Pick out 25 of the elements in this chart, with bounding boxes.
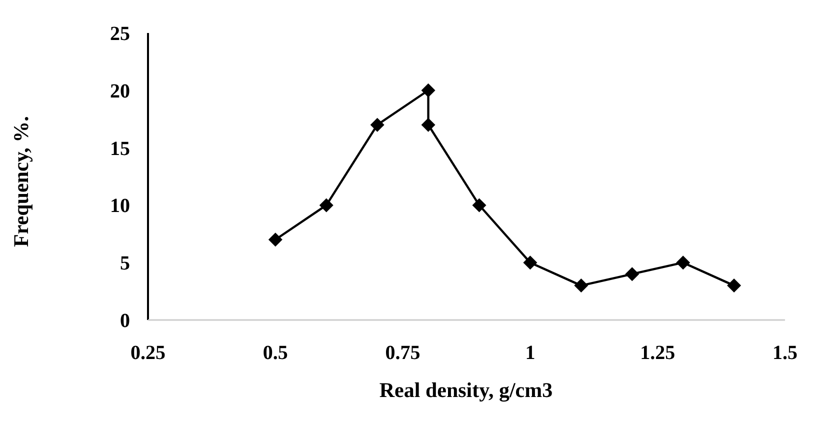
y-tick-label: 0 — [120, 310, 130, 332]
point — [421, 83, 436, 98]
y-tick-label: 10 — [110, 195, 130, 218]
point — [370, 118, 384, 132]
x-tick-label: 1.25 — [640, 342, 676, 364]
y-tick-label: 5 — [120, 252, 130, 275]
point — [523, 256, 538, 270]
point — [676, 256, 690, 270]
x-tick-label: 0.25 — [130, 342, 166, 364]
point — [727, 278, 742, 293]
y-axis-title: Frequency, %. — [9, 116, 33, 247]
x-tick-label: 0.75 — [385, 342, 420, 364]
point — [319, 198, 334, 212]
y-tick-label: 15 — [110, 138, 130, 160]
x-tick-label: 0.5 — [262, 342, 288, 364]
x-axis-title: Real density, g/cm3 — [379, 378, 553, 402]
point — [625, 267, 640, 282]
point — [421, 118, 436, 132]
x-tick-label: 1 — [525, 342, 536, 364]
point — [472, 198, 486, 212]
x-tick-label: 1.5 — [772, 342, 798, 364]
y-tick-label: 20 — [110, 80, 130, 102]
point — [574, 278, 588, 293]
point — [268, 232, 282, 247]
y-tick-label: 25 — [110, 23, 130, 45]
